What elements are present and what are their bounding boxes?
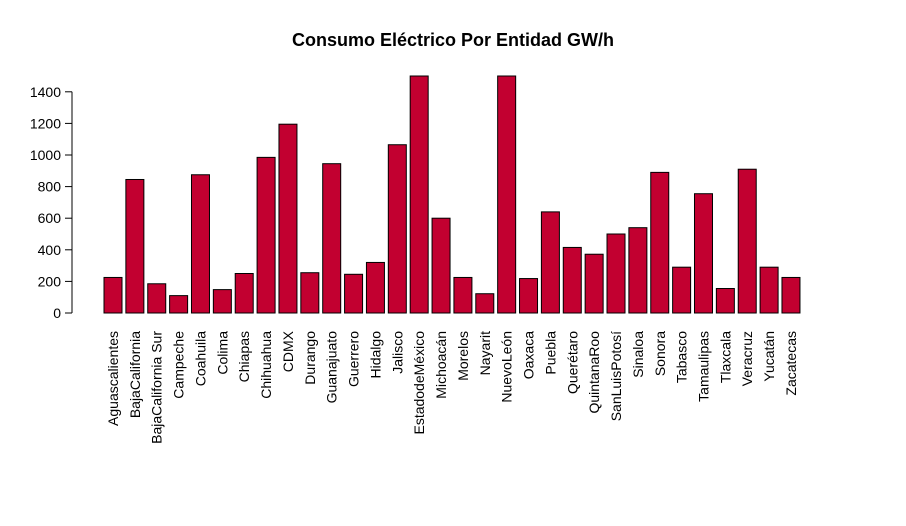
y-tick-label: 1400	[30, 84, 61, 100]
bar	[519, 278, 539, 314]
bar	[475, 293, 495, 314]
x-tick-label: CDMX	[280, 330, 296, 372]
x-tick-label: Morelos	[455, 331, 471, 381]
bar	[234, 273, 254, 314]
x-tick-label: Puebla	[542, 331, 558, 375]
x-tick-label: Guanajuato	[324, 331, 340, 404]
x-tick-label: Chihuahua	[258, 331, 274, 399]
x-tick-label: Jalisco	[389, 331, 405, 374]
bar	[256, 156, 276, 314]
x-tick-label: Chiapas	[236, 331, 252, 382]
x-tick-label: BajaCalifornia	[127, 331, 143, 418]
bar	[212, 289, 232, 314]
x-tick-label: Sonora	[652, 331, 668, 376]
x-tick-label: Nayarit	[477, 331, 493, 375]
y-tick-label: 0	[53, 305, 61, 321]
bar	[562, 246, 582, 314]
bar	[278, 123, 298, 314]
y-tick-label: 800	[38, 179, 62, 195]
bar	[672, 266, 692, 314]
bar	[540, 211, 560, 314]
bar	[300, 272, 320, 314]
bar	[103, 276, 123, 314]
x-tick-label: EstadodeMéxico	[411, 331, 427, 435]
bar	[781, 276, 801, 314]
chart-title: Consumo Eléctrico Por Entidad GW/h	[292, 30, 614, 50]
x-tick-label: Hidalgo	[367, 331, 383, 379]
bar	[715, 288, 735, 314]
y-axis: 0 200 400 600 800 1000 1200 1400	[30, 84, 73, 321]
bar	[584, 253, 604, 314]
y-tick-label: 400	[38, 242, 62, 258]
bar	[344, 273, 364, 314]
bar	[606, 233, 626, 314]
bar	[125, 178, 145, 314]
x-tick-label: Tlaxcala	[717, 331, 733, 383]
x-tick-label: Veracruz	[739, 331, 755, 386]
bar	[693, 193, 713, 314]
bar	[431, 217, 451, 314]
x-tick-label: Coahuila	[192, 331, 208, 386]
x-tick-label: QuintanaRoo	[586, 331, 602, 414]
x-tick-label: Aguascalientes	[105, 331, 121, 426]
x-tick-label: NuevoLeón	[499, 331, 515, 403]
x-tick-label: SanLuisPotosí	[608, 331, 624, 421]
x-tick-label: Zacatecas	[783, 331, 799, 396]
x-tick-label: Colima	[214, 331, 230, 375]
bar	[322, 163, 342, 314]
x-tick-label: Guerrero	[346, 331, 362, 387]
bars	[103, 75, 801, 314]
x-tick-label: Querétaro	[564, 331, 580, 394]
x-tick-label: Sinaloa	[630, 331, 646, 378]
bar	[169, 295, 189, 314]
bar	[628, 227, 648, 314]
bar	[737, 168, 757, 314]
x-axis-labels: Aguascalientes BajaCalifornia BajaCaliforn…	[105, 330, 799, 443]
x-tick-label: Yucatán	[761, 331, 777, 382]
bar	[650, 171, 670, 314]
x-tick-label: BajaCalifornia Sur	[149, 331, 165, 444]
y-tick-label: 200	[38, 273, 62, 289]
bar	[409, 75, 429, 314]
bar	[147, 283, 167, 314]
x-tick-label: Tamaulipas	[695, 331, 711, 402]
y-tick-label: 600	[38, 210, 62, 226]
x-tick-label: Michoacán	[433, 331, 449, 399]
bar	[190, 174, 210, 314]
x-tick-label: Durango	[302, 331, 318, 385]
bar	[365, 261, 385, 314]
x-tick-label: Oaxaca	[521, 331, 537, 379]
x-tick-label: Tabasco	[674, 331, 690, 383]
bar	[453, 276, 473, 314]
y-tick-label: 1000	[30, 147, 61, 163]
bar	[387, 144, 407, 314]
y-tick-label: 1200	[30, 115, 61, 131]
x-tick-label: Campeche	[171, 331, 187, 399]
bar	[759, 266, 779, 314]
bar	[497, 75, 517, 314]
